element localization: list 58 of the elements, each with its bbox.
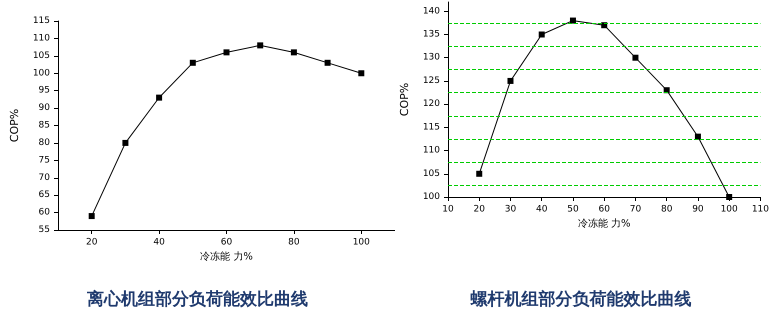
x-tick-label: 60 <box>220 238 232 248</box>
y-tick-label: 135 <box>422 30 440 40</box>
point <box>476 170 482 177</box>
point <box>190 60 196 66</box>
point <box>156 94 162 101</box>
y-tick-label: 110 <box>32 33 50 44</box>
x-tick-label: 70 <box>630 204 642 214</box>
y-tick-label: 130 <box>422 52 440 63</box>
y-tick-label: 115 <box>32 16 50 26</box>
x-tick-label: 40 <box>153 238 166 248</box>
y-tick-label: 100 <box>422 192 440 202</box>
y-tick-label: 70 <box>38 172 50 183</box>
y-axis-title: COP% <box>8 108 21 142</box>
point <box>507 78 514 84</box>
x-tick-label: 20 <box>86 238 98 248</box>
y-tick-label: 80 <box>38 138 50 148</box>
x-tick-label: 100 <box>352 238 370 248</box>
point <box>88 213 95 220</box>
y-tick-label: 90 <box>38 103 50 114</box>
y-tick-label: 120 <box>422 99 440 110</box>
y-tick-label: 115 <box>422 122 440 132</box>
point <box>358 70 364 76</box>
y-axis-title: COP% <box>398 82 411 116</box>
y-tick-label: 110 <box>422 146 440 156</box>
y-tick-label: 140 <box>422 6 440 16</box>
x-tick-label: 50 <box>567 204 579 214</box>
point <box>538 32 545 38</box>
x-tick-label: 80 <box>288 238 300 248</box>
point <box>290 49 297 56</box>
point <box>570 18 576 24</box>
point <box>632 54 638 61</box>
x-axis-title: 冷冻能 力% <box>200 250 253 262</box>
x-tick-label: 100 <box>720 204 738 214</box>
point <box>224 49 230 56</box>
y-tick-label: 95 <box>38 86 50 96</box>
x-tick-label: 20 <box>474 204 486 214</box>
y-tick-label: 105 <box>32 50 50 61</box>
x-tick-label: 90 <box>692 204 704 214</box>
text: 螺杆机组部分负荷能效比曲线 <box>470 290 692 310</box>
x-tick-label: 10 <box>442 204 454 214</box>
x-axis-title: 冷冻能 力% <box>578 218 631 230</box>
point <box>122 140 128 146</box>
text: 离心机组部分负荷能效比曲线 <box>86 290 308 310</box>
y-tick-label: 85 <box>38 120 50 130</box>
point <box>324 60 331 66</box>
point <box>694 134 701 140</box>
x-tick-label: 30 <box>504 204 516 214</box>
y-tick-label: 125 <box>422 76 440 86</box>
x-tick-label: 80 <box>660 204 673 214</box>
x-tick-label: 60 <box>598 204 610 214</box>
x-tick-label: 110 <box>752 204 770 214</box>
y-tick-label: 105 <box>422 168 440 179</box>
point <box>257 42 264 48</box>
x-tick-label: 40 <box>536 204 548 214</box>
y-tick-label: 55 <box>38 225 50 235</box>
y-tick-label: 65 <box>38 190 50 200</box>
y-tick-label: 100 <box>32 68 50 78</box>
y-tick-label: 75 <box>38 155 50 166</box>
